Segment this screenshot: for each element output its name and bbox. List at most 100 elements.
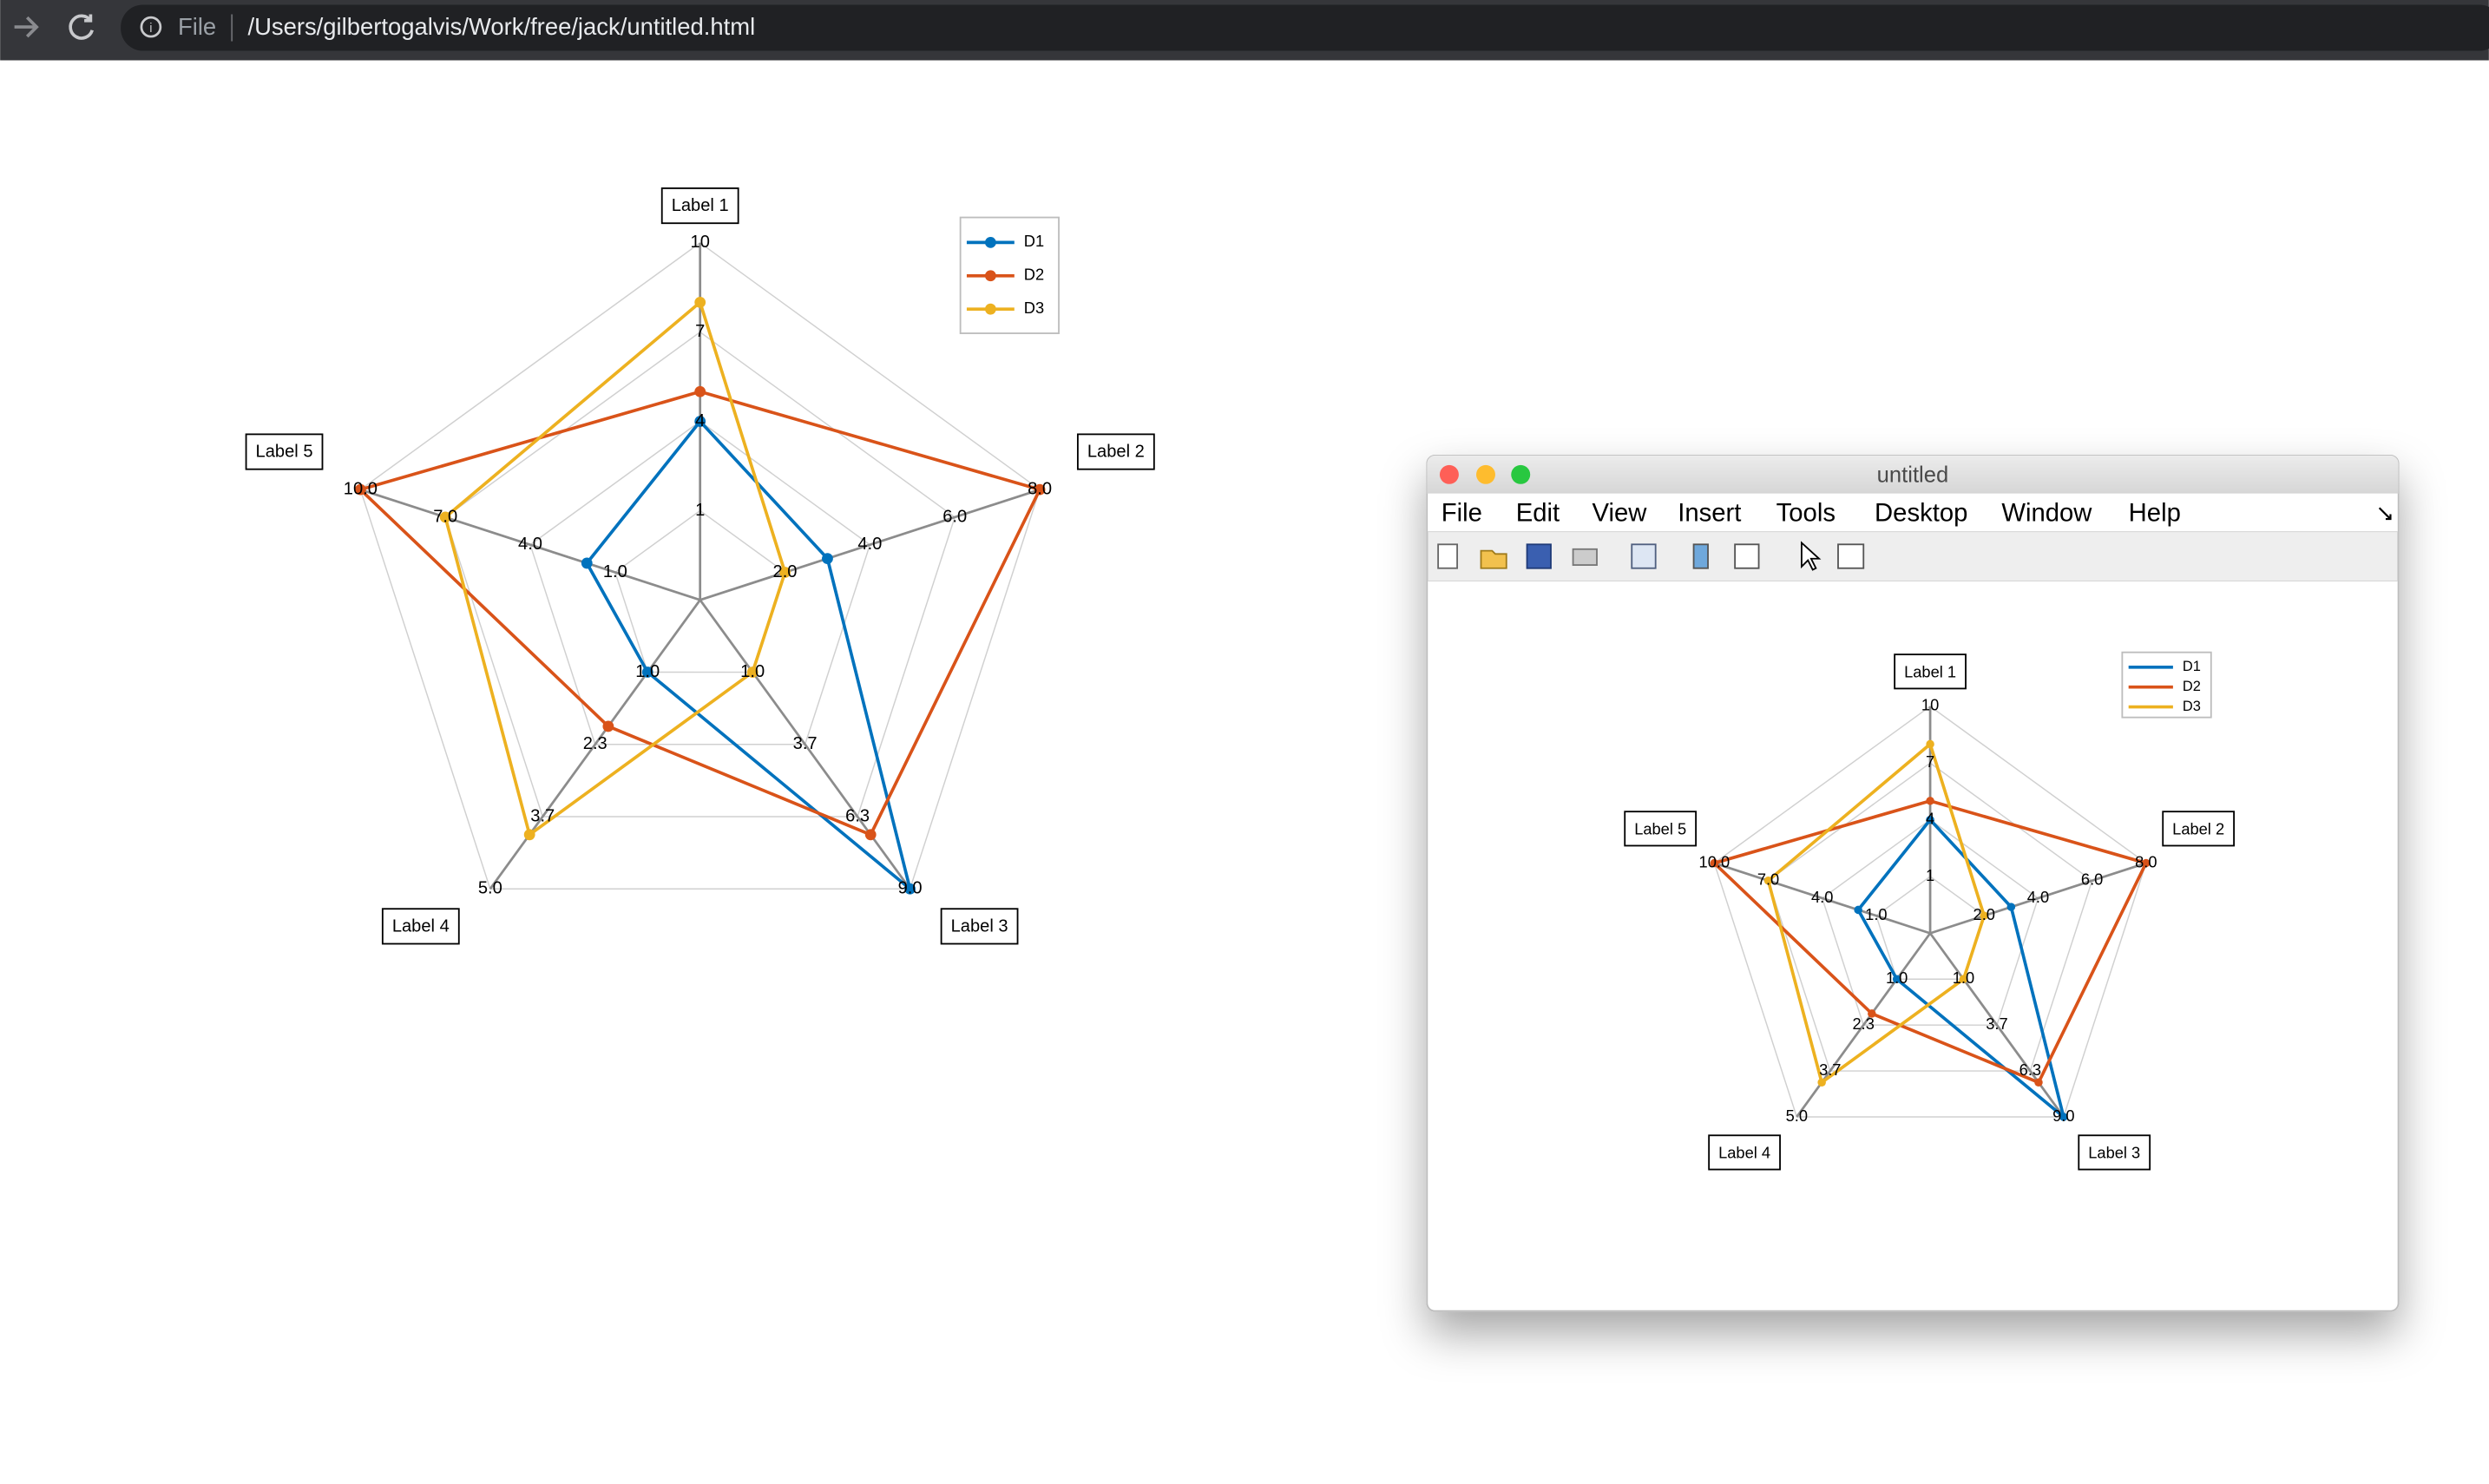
grid-ring (359, 241, 1041, 890)
close-button[interactable] (1439, 464, 1459, 484)
axis-spoke (359, 488, 701, 601)
save-icon[interactable] (1526, 543, 1552, 569)
info-icon[interactable] (140, 16, 162, 38)
forward-button[interactable] (14, 16, 39, 38)
menu-item[interactable]: Desktop (1875, 499, 1967, 527)
menu-item[interactable]: File (1442, 499, 1482, 527)
axis-label: Label 2 (2172, 819, 2224, 837)
tick-label: 3.7 (530, 806, 555, 825)
legend-label: D1 (2183, 659, 2201, 674)
toolbar-icons (1437, 541, 1865, 571)
print-preview-icon[interactable] (1631, 543, 1657, 569)
data-point (746, 666, 759, 678)
axis-label: Label 5 (256, 443, 313, 462)
tick-label: 4.0 (857, 535, 882, 554)
axis-label-box (245, 433, 324, 470)
axis-label-box (2078, 1134, 2151, 1171)
tick-label: 7.0 (1757, 870, 1779, 889)
window-title: untitled (1877, 463, 1949, 487)
address-bar[interactable] (121, 4, 2489, 51)
radar-chart: 1 4 7 10 Label 1 2.0 4.0 6.0 8.0 Label 2 1.0 3.7 6.3… (1624, 651, 2236, 1171)
colorbar-icon[interactable] (1692, 543, 1709, 569)
menu-item[interactable]: Help (2129, 499, 2181, 527)
data-point (439, 511, 451, 523)
series-line (443, 300, 787, 837)
pointer-icon[interactable] (1801, 541, 1822, 571)
data-point (1926, 739, 1934, 749)
axis-label: Label 1 (672, 196, 729, 215)
grid-ring (1875, 876, 1986, 981)
zoom-button[interactable] (1511, 464, 1531, 484)
legend-icon[interactable] (1734, 543, 1760, 569)
tick-label: 1.0 (635, 662, 660, 681)
data-point (641, 666, 653, 678)
tick-label: 6.0 (942, 507, 967, 526)
tick-label: 8.0 (2135, 852, 2157, 870)
tick-label: 10.0 (1699, 852, 1730, 870)
grid-ring (1713, 705, 2147, 1118)
tick-label: 2.0 (1973, 905, 1995, 923)
axis-label: Label 3 (2088, 1143, 2140, 1161)
tick-label: 1.0 (603, 562, 627, 581)
data-point (1854, 905, 1862, 915)
data-point (354, 483, 366, 496)
tick-label: 9.0 (2052, 1106, 2074, 1125)
data-point (822, 553, 833, 565)
grid-ring (614, 509, 786, 673)
data-point (904, 883, 916, 895)
data-point (779, 567, 791, 578)
scheme-label: File (178, 13, 216, 40)
print-icon[interactable] (1572, 548, 1598, 566)
data-point (1868, 1009, 1876, 1018)
legend-label: D3 (2183, 699, 2201, 714)
legend-label: D3 (1024, 299, 1044, 317)
tick-label: 4.0 (1811, 888, 1833, 906)
tick-label: 1.0 (1953, 969, 1974, 987)
axis-spoke (1928, 932, 2065, 1118)
tick-label: 3.7 (793, 734, 818, 753)
tick-label: 2.0 (773, 562, 798, 581)
data-point (602, 720, 614, 732)
axis-label: Label 4 (1718, 1143, 1770, 1161)
data-point (2006, 903, 2016, 911)
legend-label: D2 (1024, 266, 1044, 284)
menu-item[interactable]: Edit (1516, 499, 1560, 527)
tick-label: 1 (695, 501, 705, 520)
axis-spoke (489, 599, 701, 890)
axis-label: Label 1 (1904, 662, 1956, 680)
legend-marker (984, 303, 996, 315)
menu-item[interactable]: Tools (1776, 499, 1836, 527)
axis-label-box (381, 908, 460, 945)
axis-spoke (699, 599, 911, 890)
legend-label: D2 (2183, 679, 2201, 694)
axis-label-box (660, 187, 739, 225)
tick-label: 4 (695, 411, 705, 430)
minimize-button[interactable] (1476, 464, 1495, 484)
data-point (694, 385, 706, 397)
tick-label: 8.0 (1028, 479, 1052, 498)
grid-ring (1767, 762, 2093, 1072)
menu-item[interactable]: Window (2001, 499, 2092, 527)
tick-label: 7 (695, 322, 705, 341)
data-point (694, 297, 706, 308)
menu-item[interactable]: View (1593, 499, 1648, 527)
axis-label-box (1894, 653, 1967, 690)
tick-label: 4.0 (518, 535, 542, 554)
data-point (694, 416, 706, 427)
figure-window: untitled File Edit View Insert Tools Desktop W… (1426, 454, 2400, 1312)
new-icon[interactable] (1437, 543, 1458, 569)
data-point (523, 829, 535, 841)
dock-arrow[interactable] (2378, 507, 2392, 521)
grid-ring (529, 420, 871, 745)
reload-button[interactable] (69, 14, 94, 40)
open-icon[interactable] (1480, 549, 1507, 569)
data-point (1763, 877, 1773, 885)
tick-label: 9.0 (898, 879, 923, 898)
tick-label: 10 (691, 233, 710, 252)
property-icon[interactable] (1837, 543, 1865, 569)
menu: File Edit View Insert Tools Desktop Window Help (1442, 499, 2181, 527)
data-point (1926, 815, 1934, 824)
grid-ring (444, 331, 956, 818)
data-point (2142, 858, 2151, 868)
menu-item[interactable]: Insert (1678, 499, 1741, 527)
